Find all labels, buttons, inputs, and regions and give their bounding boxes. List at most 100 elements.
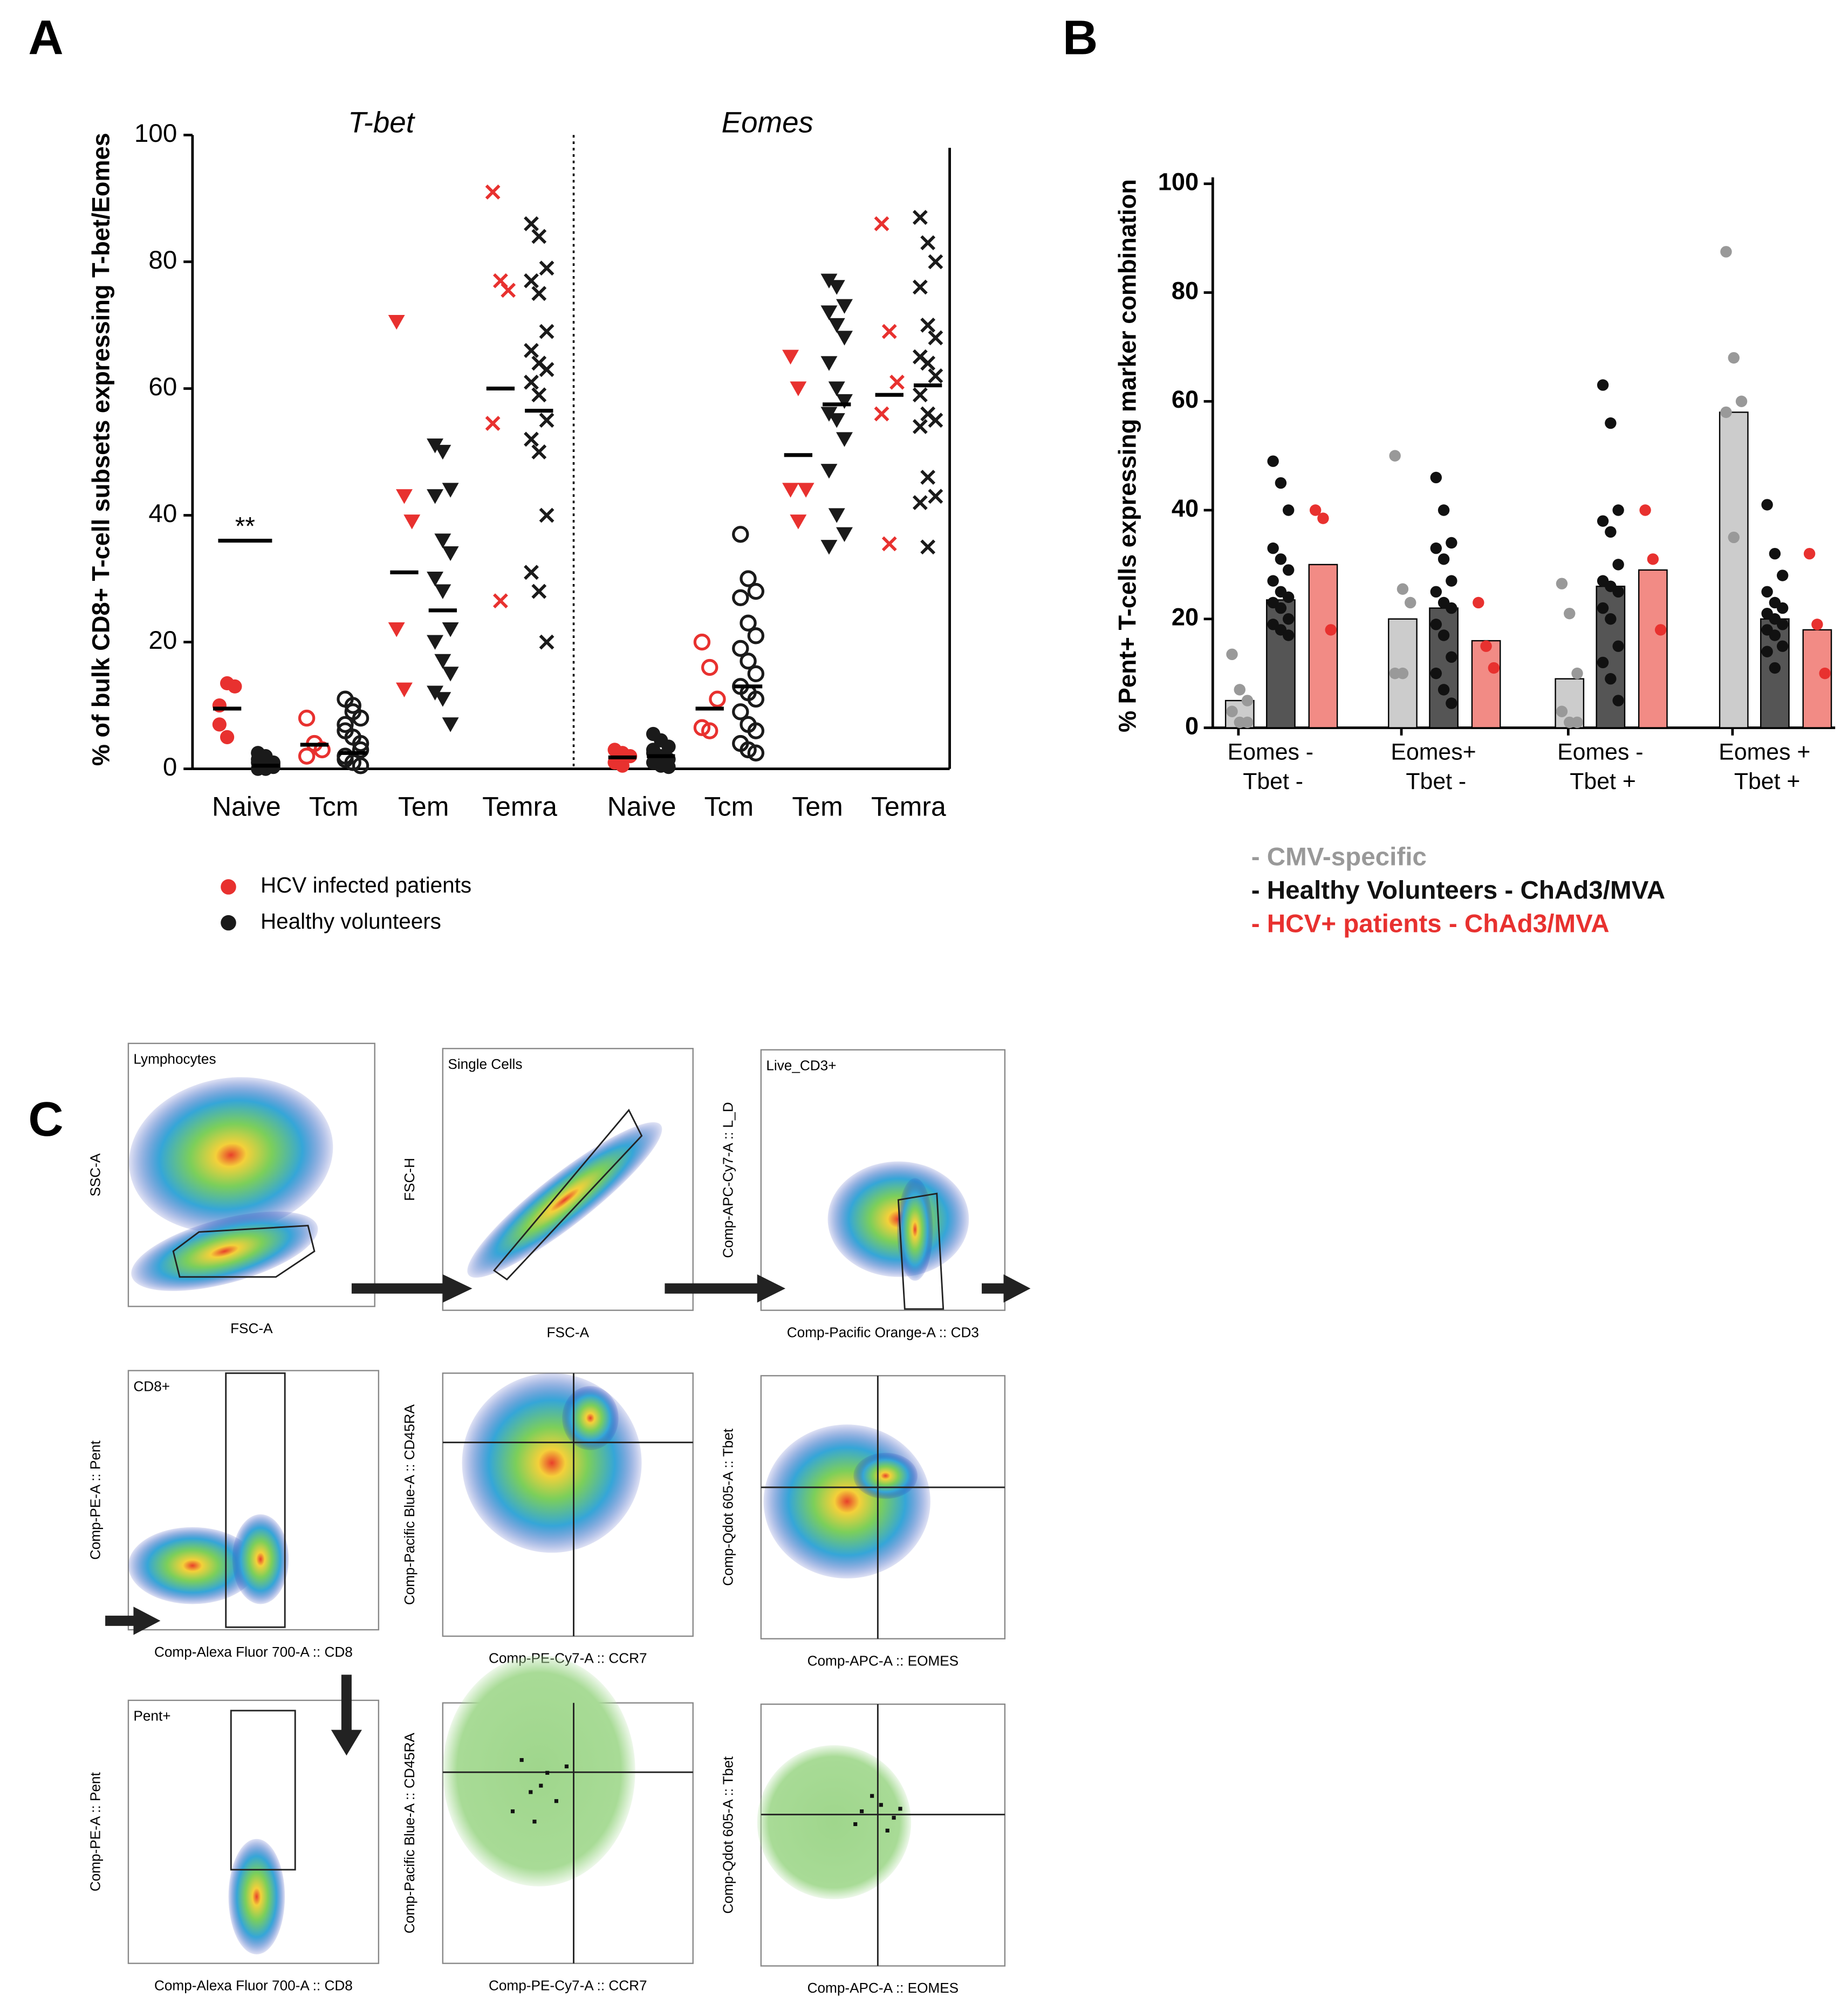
data-point bbox=[1430, 542, 1442, 554]
event-dot bbox=[898, 1807, 902, 1811]
data-point bbox=[1612, 640, 1624, 652]
bar bbox=[1638, 569, 1668, 729]
gate-name: Single Cells bbox=[448, 1056, 522, 1072]
y-tick-label: 20 bbox=[1172, 603, 1199, 631]
data-point bbox=[1612, 559, 1624, 571]
significance-label: ** bbox=[235, 512, 255, 540]
data-point bbox=[828, 280, 845, 295]
bar bbox=[1802, 629, 1832, 729]
data-point bbox=[1282, 591, 1295, 603]
data-point bbox=[1446, 537, 1457, 549]
density-cloud bbox=[442, 1655, 635, 1886]
data-point bbox=[1597, 602, 1609, 614]
event-dot bbox=[885, 1828, 889, 1833]
data-point bbox=[1654, 624, 1667, 636]
data-point bbox=[920, 235, 936, 251]
data-point bbox=[912, 279, 928, 295]
data-point bbox=[820, 305, 838, 320]
data-point bbox=[1556, 578, 1568, 589]
event-dot bbox=[892, 1816, 896, 1820]
data-point bbox=[485, 416, 501, 431]
event-dot bbox=[860, 1809, 864, 1814]
data-point bbox=[442, 622, 459, 637]
data-point bbox=[836, 432, 853, 447]
data-point bbox=[442, 546, 459, 561]
arrow bbox=[331, 1675, 362, 1756]
event-dot bbox=[510, 1809, 515, 1814]
gate-name: Lymphocytes bbox=[133, 1051, 216, 1067]
data-point bbox=[1267, 575, 1279, 587]
density-cloud bbox=[763, 1424, 930, 1579]
data-point bbox=[1612, 695, 1624, 706]
data-point bbox=[1769, 547, 1781, 560]
y-tick-label: 80 bbox=[1172, 277, 1199, 304]
x-tick-label: Tcm bbox=[309, 792, 359, 822]
data-point bbox=[1267, 542, 1279, 554]
x-axis-label: FSC-A bbox=[230, 1320, 273, 1336]
y-tick-label: 80 bbox=[148, 246, 177, 274]
data-point bbox=[1769, 629, 1781, 641]
event-dot bbox=[554, 1799, 558, 1803]
data-point bbox=[747, 627, 765, 644]
data-point bbox=[1446, 575, 1457, 587]
data-point bbox=[1317, 512, 1329, 524]
arrow bbox=[351, 1274, 473, 1303]
y-axis-label: SSC-A bbox=[87, 1153, 103, 1196]
data-point bbox=[1480, 640, 1492, 652]
x-axis-label: Comp-Pacific Orange-A :: CD3 bbox=[787, 1324, 979, 1340]
data-point bbox=[928, 413, 943, 428]
data-point bbox=[889, 374, 905, 390]
data-point bbox=[740, 741, 757, 759]
data-point bbox=[539, 260, 555, 276]
data-point bbox=[747, 582, 765, 600]
arrow bbox=[982, 1274, 1031, 1303]
data-point bbox=[1639, 504, 1651, 516]
data-point bbox=[539, 413, 555, 428]
x-tick-label: Eomes - bbox=[1228, 739, 1313, 765]
data-point bbox=[1275, 602, 1287, 614]
data-point bbox=[701, 722, 718, 739]
y-axis-label: Comp-Qdot 605-A :: Tbet bbox=[720, 1756, 736, 1913]
data-point bbox=[782, 349, 799, 365]
data-point bbox=[524, 565, 539, 580]
data-point bbox=[352, 741, 369, 759]
y-axis-label: Comp-Qdot 605-A :: Tbet bbox=[720, 1428, 736, 1586]
data-point bbox=[1605, 673, 1617, 685]
data-point bbox=[1282, 613, 1295, 625]
data-point bbox=[820, 540, 838, 555]
legend-marker bbox=[221, 879, 236, 895]
y-tick-label: 40 bbox=[148, 499, 177, 528]
data-point bbox=[531, 286, 547, 301]
data-point bbox=[434, 692, 451, 707]
data-point bbox=[790, 381, 807, 396]
data-point bbox=[881, 536, 897, 552]
legend-label: - Healthy Volunteers - ChAd3/MVA bbox=[1251, 876, 1666, 905]
facet-title: T-bet bbox=[348, 106, 415, 139]
data-point bbox=[615, 758, 629, 773]
data-point bbox=[782, 483, 799, 498]
data-point bbox=[928, 489, 943, 504]
data-point bbox=[1811, 619, 1823, 630]
data-point bbox=[1605, 613, 1617, 625]
data-point bbox=[524, 374, 539, 390]
data-point bbox=[1728, 352, 1740, 364]
legend-label: Healthy volunteers bbox=[261, 909, 441, 934]
data-point bbox=[434, 654, 451, 669]
data-point bbox=[1605, 526, 1617, 538]
event-dot bbox=[853, 1822, 858, 1827]
data-point bbox=[1597, 379, 1609, 391]
data-point bbox=[1275, 477, 1287, 489]
data-point bbox=[920, 317, 936, 333]
data-point bbox=[1597, 656, 1609, 669]
data-point bbox=[790, 514, 807, 530]
data-point bbox=[434, 584, 451, 599]
density-cloud bbox=[228, 1838, 285, 1954]
data-point bbox=[920, 539, 936, 555]
x-axis-label: FSC-A bbox=[547, 1324, 590, 1340]
data-point bbox=[1571, 716, 1583, 729]
data-point bbox=[539, 634, 555, 650]
data-point bbox=[531, 387, 547, 403]
data-point bbox=[1430, 471, 1442, 484]
data-point bbox=[539, 507, 555, 523]
data-point bbox=[661, 739, 676, 754]
